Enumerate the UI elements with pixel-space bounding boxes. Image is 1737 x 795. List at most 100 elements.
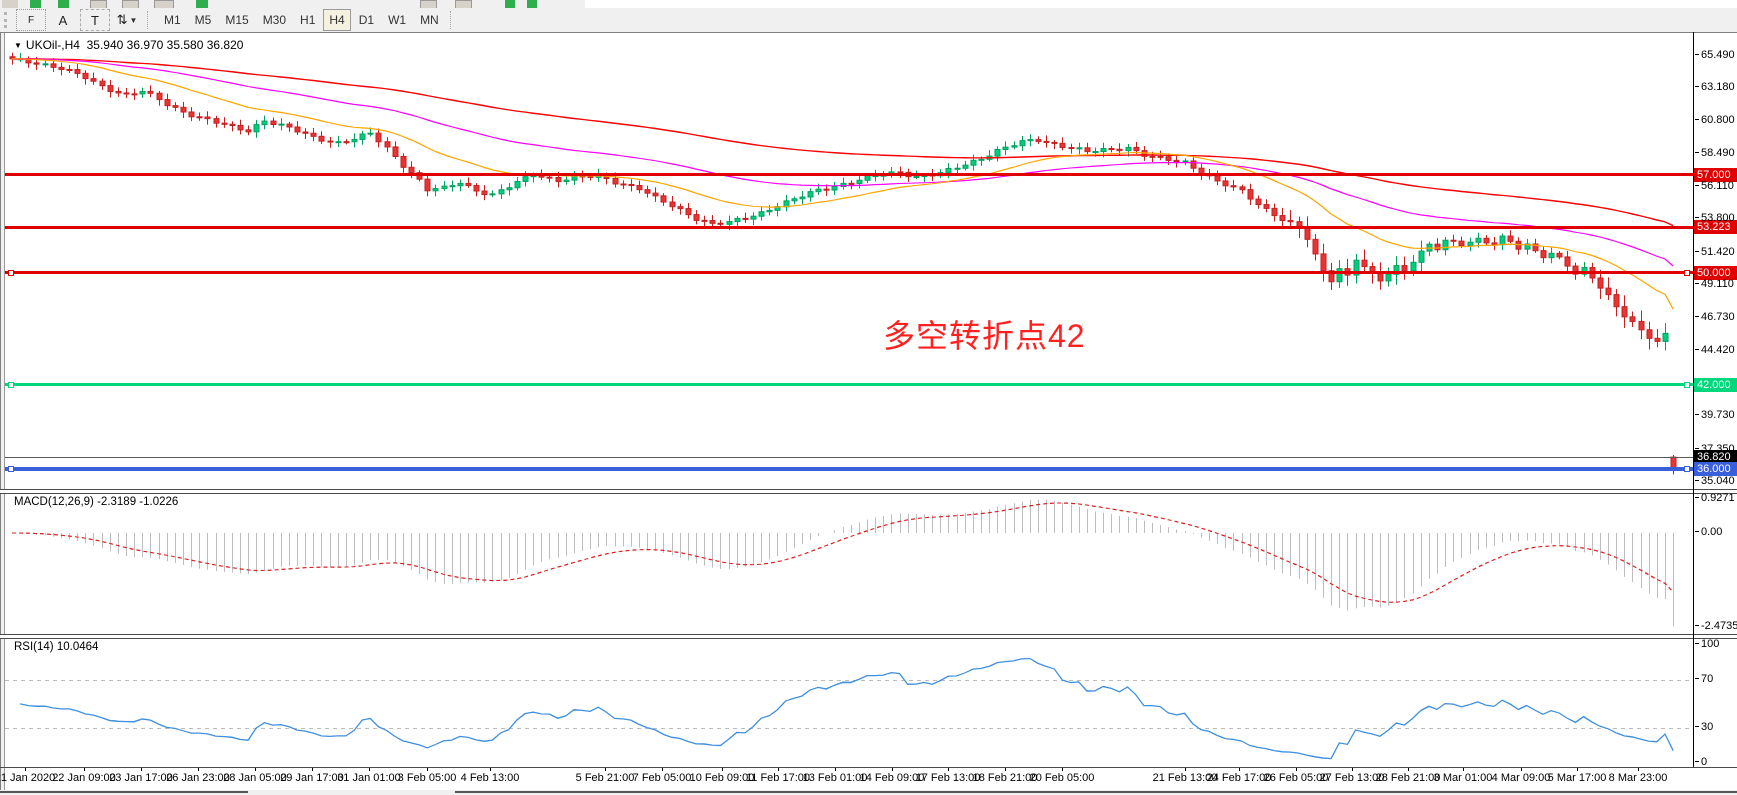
label-t-icon[interactable]: T xyxy=(80,9,110,31)
symbol-dropdown-icon[interactable]: ▼ xyxy=(14,41,22,50)
time-axis-line xyxy=(0,767,1737,768)
time-axis-tick xyxy=(662,768,663,771)
time-axis-label: 21 Jan 2020 xyxy=(0,772,56,784)
axis-tick-label: 0.00 xyxy=(1695,526,1722,538)
axis-tick-label: -2.4735 xyxy=(1695,620,1737,632)
time-axis-label: 28 Feb 21:00 xyxy=(1375,772,1441,784)
macd-indicator-canvas[interactable] xyxy=(5,492,1693,633)
time-axis-tick xyxy=(312,768,313,771)
axis-tick-label: 44.420 xyxy=(1695,344,1735,356)
axis-tick-label: 58.490 xyxy=(1695,147,1735,159)
time-axis-tick xyxy=(605,768,606,771)
time-axis-label: 23 Jan 17:00 xyxy=(109,772,173,784)
candlestick-chart-canvas[interactable] xyxy=(5,36,1693,489)
arrows-glyph: ⇅ xyxy=(116,12,128,27)
time-axis-label: 18 Feb 21:00 xyxy=(972,772,1038,784)
timeframe-mn-button[interactable]: MN xyxy=(420,13,439,27)
line-drag-handle[interactable] xyxy=(1684,465,1690,472)
line-drag-handle[interactable] xyxy=(8,269,14,276)
timeframe-d1-button[interactable]: D1 xyxy=(358,13,375,27)
time-axis-tick xyxy=(141,768,142,771)
timeframe-w1-button[interactable]: W1 xyxy=(388,13,407,27)
time-axis-label: 24 Feb 17:00 xyxy=(1206,772,1272,784)
clipped-upper-toolbar xyxy=(0,0,1737,10)
time-axis-label: 4 Mar 09:00 xyxy=(1491,772,1551,784)
time-axis-label: 17 Feb 13:00 xyxy=(915,772,981,784)
arrows-tool-icon[interactable]: ⇅ ▼ xyxy=(112,9,142,31)
time-axis-label: 31 Jan 01:00 xyxy=(337,772,401,784)
chevron-down-icon: ▼ xyxy=(129,15,138,25)
time-axis-label: 26 Jan 23:00 xyxy=(166,772,230,784)
axis-tick-label: 60.800 xyxy=(1695,114,1735,126)
price-badge-57.000: 57.000 xyxy=(1694,167,1737,182)
timeframe-m5-button[interactable]: M5 xyxy=(194,13,212,27)
axis-tick-label: 65.490 xyxy=(1695,49,1735,61)
axis-tick-label: 0 xyxy=(1695,756,1707,768)
toolbar-fragment xyxy=(196,0,208,8)
time-axis-tick xyxy=(1638,768,1639,771)
pane-splitter[interactable] xyxy=(0,634,1737,639)
chart-window-left-frame xyxy=(0,33,5,790)
time-axis-label: 20 Feb 05:00 xyxy=(1029,772,1095,784)
timeframe-m15-button[interactable]: M15 xyxy=(225,13,249,27)
line-drag-handle[interactable] xyxy=(8,465,14,472)
axis-tick-label: 70 xyxy=(1695,673,1713,685)
rsi-indicator-canvas[interactable] xyxy=(5,637,1693,766)
timeframe-h4-button[interactable]: H4 xyxy=(323,9,351,31)
toolbar-separator xyxy=(147,11,153,29)
time-axis-label: 14 Feb 09:00 xyxy=(859,772,925,784)
scrollbar-fragment xyxy=(455,791,1737,793)
line-drag-handle[interactable] xyxy=(1684,269,1690,276)
scrollbar-fragment xyxy=(0,791,248,793)
toolbar-grip[interactable] xyxy=(4,12,12,28)
time-axis-label: 7 Feb 05:00 xyxy=(632,772,692,784)
time-axis-tick xyxy=(1005,768,1006,771)
chart-text-annotation[interactable]: 多空转折点42 xyxy=(883,318,1086,354)
time-axis-label: 10 Feb 09:00 xyxy=(689,772,755,784)
line-drag-handle[interactable] xyxy=(8,381,14,388)
time-axis-tick xyxy=(1352,768,1353,771)
text-a-icon[interactable]: A xyxy=(58,12,68,28)
time-axis-tick xyxy=(722,768,723,771)
axis-tick-label: 35.040 xyxy=(1695,475,1735,487)
axis-tick-label: 53.800 xyxy=(1695,212,1735,224)
time-axis-tick xyxy=(490,768,491,771)
time-axis-tick xyxy=(1239,768,1240,771)
pane-splitter[interactable] xyxy=(0,489,1737,494)
hline-42.000[interactable] xyxy=(5,383,1693,387)
time-axis-tick xyxy=(835,768,836,771)
time-axis-label: 22 Jan 09:00 xyxy=(52,772,116,784)
time-axis-tick xyxy=(1463,768,1464,771)
axis-tick-label: 30 xyxy=(1695,721,1713,733)
hline-36.000[interactable] xyxy=(5,466,1693,471)
hline-57.000[interactable] xyxy=(5,173,1693,177)
toolbar-fragment xyxy=(527,0,537,8)
timeframe-m30-button[interactable]: M30 xyxy=(262,13,287,27)
time-axis-tick xyxy=(369,768,370,771)
time-axis-tick xyxy=(892,768,893,771)
time-axis-tick xyxy=(255,768,256,771)
rsi-name: RSI(14) xyxy=(14,641,54,653)
hline-36.820[interactable] xyxy=(5,456,1693,458)
time-axis-tick xyxy=(1062,768,1063,771)
hline-50.000[interactable] xyxy=(5,271,1693,275)
charts-toolbar: F A T ⇅ ▼ M1 M5 M15 M30 H1 H4 D1 W1 MN xyxy=(0,8,1737,32)
axis-tick-label: 49.110 xyxy=(1695,278,1734,290)
time-axis-tick xyxy=(84,768,85,771)
time-axis-tick xyxy=(948,768,949,771)
hline-53.223[interactable] xyxy=(5,225,1693,229)
timeframe-m1-button[interactable]: M1 xyxy=(164,13,181,27)
macd-pane-label: MACD(12,26,9) -2.3189 -1.0226 xyxy=(14,496,178,508)
template-f-icon[interactable]: F xyxy=(16,9,46,31)
timeframe-h1-button[interactable]: H1 xyxy=(300,13,316,27)
time-axis-tick xyxy=(427,768,428,771)
toolbar-gap xyxy=(585,0,1737,8)
toolbar-fragment xyxy=(2,0,18,8)
symbol-timeframe-label: UKOil-,H4 xyxy=(25,38,80,52)
time-axis-label: 28 Jan 05:00 xyxy=(223,772,287,784)
line-drag-handle[interactable] xyxy=(1684,381,1690,388)
axis-tick-label: 39.730 xyxy=(1695,409,1735,421)
time-axis-label: 29 Jan 17:00 xyxy=(280,772,344,784)
axis-tick-label: 100 xyxy=(1695,638,1719,650)
